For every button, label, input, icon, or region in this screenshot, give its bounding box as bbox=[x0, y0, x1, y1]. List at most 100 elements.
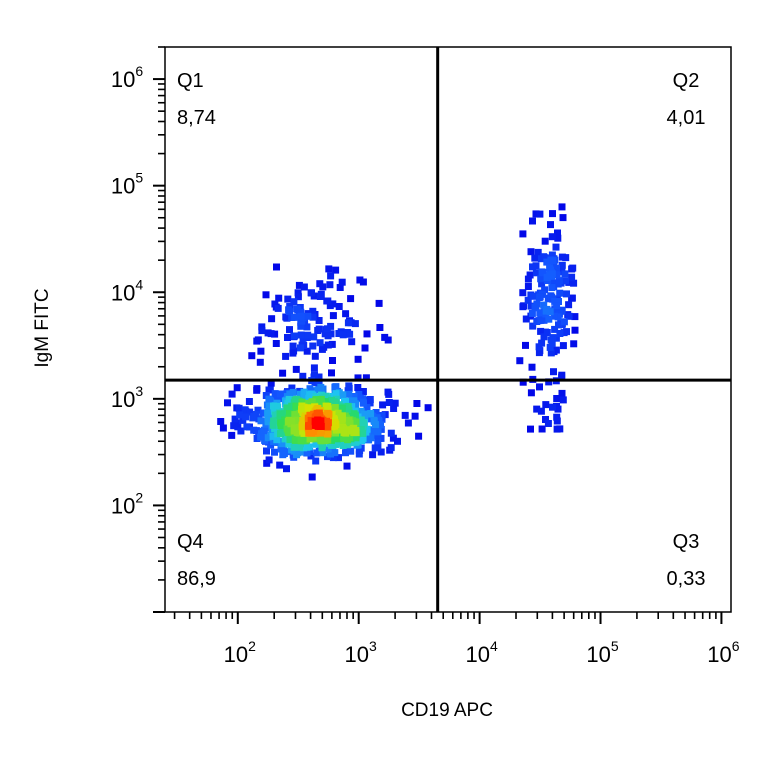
event-point bbox=[290, 298, 298, 306]
quadrant-gate[interactable] bbox=[165, 47, 731, 612]
event-point bbox=[277, 445, 285, 453]
event-point bbox=[329, 300, 337, 308]
event-point bbox=[253, 386, 261, 394]
event-point bbox=[228, 431, 236, 439]
event-point bbox=[242, 413, 250, 421]
event-point bbox=[542, 307, 550, 315]
event-point bbox=[532, 262, 540, 270]
event-point bbox=[288, 384, 296, 392]
event-point bbox=[355, 391, 363, 398]
event-point bbox=[297, 437, 305, 445]
event-point bbox=[314, 429, 322, 436]
event-point bbox=[347, 447, 355, 455]
event-point bbox=[338, 391, 346, 399]
event-point bbox=[554, 313, 562, 321]
event-point bbox=[354, 384, 362, 391]
event-point bbox=[541, 237, 549, 245]
event-point bbox=[550, 312, 558, 320]
event-point bbox=[261, 436, 269, 444]
event-point bbox=[556, 289, 564, 297]
event-point bbox=[285, 440, 293, 448]
event-point bbox=[343, 462, 351, 470]
event-point bbox=[326, 281, 334, 289]
event-point bbox=[339, 440, 347, 448]
event-point bbox=[289, 349, 297, 357]
event-point bbox=[325, 265, 333, 273]
event-point bbox=[348, 338, 356, 346]
event-point bbox=[344, 387, 352, 395]
event-point bbox=[551, 297, 559, 305]
event-point bbox=[350, 393, 358, 400]
event-point bbox=[307, 416, 315, 424]
event-point bbox=[363, 330, 371, 338]
event-point bbox=[345, 390, 353, 398]
quadrant-percentage: 4,01 bbox=[667, 107, 706, 129]
event-point bbox=[411, 412, 419, 420]
event-point bbox=[559, 342, 567, 350]
event-point bbox=[317, 395, 325, 403]
event-point bbox=[377, 448, 385, 456]
event-point bbox=[254, 406, 262, 414]
event-point bbox=[273, 263, 280, 271]
event-point bbox=[270, 407, 278, 415]
event-point bbox=[415, 432, 423, 440]
event-point bbox=[522, 315, 530, 323]
event-point bbox=[320, 343, 328, 351]
event-point bbox=[268, 315, 276, 323]
event-point bbox=[296, 390, 304, 398]
event-point bbox=[293, 305, 301, 313]
event-point bbox=[413, 400, 421, 407]
event-point bbox=[330, 398, 338, 406]
event-point bbox=[305, 421, 313, 429]
event-point bbox=[257, 347, 265, 355]
event-point bbox=[555, 277, 563, 285]
event-point bbox=[540, 274, 547, 282]
event-point bbox=[385, 390, 393, 398]
event-point bbox=[379, 401, 387, 409]
event-point bbox=[347, 295, 355, 303]
event-point bbox=[313, 396, 321, 404]
event-point bbox=[372, 409, 380, 416]
event-point bbox=[547, 336, 555, 344]
event-point bbox=[545, 315, 553, 323]
event-point bbox=[318, 444, 326, 452]
event-point bbox=[298, 398, 306, 406]
event-point bbox=[342, 397, 349, 405]
event-point bbox=[563, 290, 570, 298]
event-point bbox=[233, 384, 241, 392]
event-point bbox=[536, 293, 544, 301]
x-tick-label: 105 bbox=[586, 638, 618, 667]
event-point bbox=[340, 425, 348, 433]
event-point bbox=[538, 339, 546, 347]
event-point bbox=[277, 430, 284, 438]
event-point bbox=[344, 319, 352, 327]
event-point bbox=[309, 313, 317, 321]
event-point bbox=[268, 429, 276, 437]
event-point bbox=[291, 436, 299, 444]
event-point bbox=[217, 418, 225, 425]
event-point bbox=[560, 318, 568, 326]
event-point bbox=[519, 230, 527, 238]
event-point bbox=[329, 312, 337, 320]
event-point bbox=[338, 416, 346, 424]
event-point bbox=[332, 439, 340, 446]
x-tick-label: 103 bbox=[345, 638, 377, 667]
event-point bbox=[375, 299, 383, 307]
event-point bbox=[537, 327, 545, 335]
event-point bbox=[297, 312, 305, 320]
event-point bbox=[549, 257, 557, 265]
event-point bbox=[524, 275, 532, 283]
event-point bbox=[310, 364, 318, 372]
event-point bbox=[288, 418, 296, 425]
event-point bbox=[271, 448, 278, 456]
event-point bbox=[550, 368, 557, 376]
event-point bbox=[378, 412, 386, 419]
event-point bbox=[265, 402, 273, 410]
event-point bbox=[278, 421, 286, 428]
event-point bbox=[569, 264, 577, 272]
event-point bbox=[332, 266, 340, 274]
event-point bbox=[271, 300, 279, 308]
event-point bbox=[307, 452, 315, 460]
event-point bbox=[300, 283, 308, 291]
event-point bbox=[556, 330, 564, 337]
